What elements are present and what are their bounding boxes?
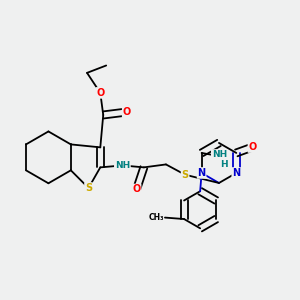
Text: O: O — [132, 184, 141, 194]
Text: O: O — [248, 142, 256, 152]
Text: O: O — [96, 88, 104, 98]
Text: N: N — [232, 168, 240, 178]
Text: N: N — [198, 168, 206, 178]
Text: O: O — [123, 107, 131, 117]
Text: CH₃: CH₃ — [148, 213, 164, 222]
Text: S: S — [85, 183, 92, 193]
Text: NH: NH — [212, 150, 227, 159]
Text: NH: NH — [115, 161, 130, 170]
Text: H: H — [220, 160, 227, 169]
Text: S: S — [182, 170, 189, 180]
